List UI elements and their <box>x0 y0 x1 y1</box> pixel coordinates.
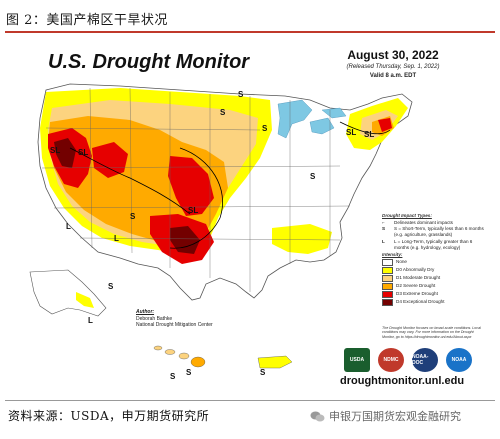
intensity-label: D1 Moderate Drought <box>396 275 441 281</box>
intensity-swatch <box>382 267 393 275</box>
impact-legend-symbol: S <box>382 226 386 232</box>
impact-legend-row: ⌐ Delineates dominant impacts <box>382 220 486 226</box>
source-note: 资料来源：USDA，申万期货研究所 <box>8 409 210 423</box>
intensity-label: D0 Abnormally Dry <box>396 267 435 273</box>
watermark-text: 申银万国期货宏观金融研究 <box>329 410 461 423</box>
impact-legend-text: L = Long-Term, typically greater than 6 … <box>394 238 473 250</box>
impact-type-label: S <box>260 368 266 377</box>
usda-logo: USDA <box>344 348 370 372</box>
intensity-legend-row: None <box>382 259 486 267</box>
impact-type-label: L <box>66 222 71 231</box>
impact-legend-row: L L = Long-Term, typically greater than 6… <box>382 239 486 250</box>
impact-type-label: SL <box>78 148 89 157</box>
impact-type-label: S <box>170 372 176 381</box>
intensity-label: D2 Severe Drought <box>396 283 436 289</box>
caption-divider <box>5 31 495 33</box>
map-valid-time: Valid 8 a.m. EDT <box>369 73 417 79</box>
impact-type-label: SL <box>50 146 61 155</box>
alaska-d0 <box>76 292 94 308</box>
intensity-swatch <box>382 283 393 291</box>
impact-type-label: SL <box>346 128 357 137</box>
agency-logos: USDA NDMC NOAA-DOC NOAA <box>344 348 472 372</box>
impact-legend-symbol: ⌐ <box>382 219 385 225</box>
d4-area-texas <box>170 226 200 254</box>
intensity-label: None <box>396 259 407 265</box>
intensity-legend-row: D1 Moderate Drought <box>382 275 486 283</box>
impact-type-label: SL <box>188 206 199 215</box>
impact-type-label: S <box>220 108 226 117</box>
intensity-legend-header: Intensity: <box>382 252 403 258</box>
map-legend: Drought Impact Types: ⌐ Delineates domina… <box>382 213 486 307</box>
d3-area-plains <box>168 156 214 216</box>
impact-type-label: S <box>108 282 114 291</box>
intensity-swatch <box>382 275 393 283</box>
impact-legend-text: Delineates dominant impacts <box>394 219 453 225</box>
impact-labels-layer: S S SL SL S SL L L S SL S SL S L S S S <box>10 38 490 395</box>
impact-type-label: L <box>88 316 93 325</box>
impact-legend-row: S S = Short-Term, typically less than 6 m… <box>382 226 486 237</box>
puerto-rico-inset <box>257 355 293 369</box>
noaa-doc-logo: NOAA-DOC <box>412 348 438 372</box>
map-author: Author: Deborah Bathke National Drought … <box>136 309 213 329</box>
map-released: (Released Thursday, Sep. 1, 2022) <box>346 64 440 70</box>
d4-area-california <box>54 138 76 168</box>
intensity-label: D4 Exceptional Drought <box>396 299 445 305</box>
author-name: Deborah Bathke <box>136 315 173 322</box>
watermark: 申银万国期货宏观金融研究 <box>310 408 461 424</box>
impact-legend-text: S = Short-Term, typically less than 6 mo… <box>394 226 484 238</box>
intensity-legend-row: D3 Extreme Drought <box>382 291 486 299</box>
map-url: droughtmonitor.unl.edu <box>340 375 465 387</box>
impact-type-label: L <box>114 234 119 243</box>
map-title: U.S. Drought Monitor <box>48 51 250 73</box>
impact-type-label: SL <box>364 130 375 139</box>
impact-type-label: S <box>238 90 244 99</box>
intensity-legend-row: D0 Abnormally Dry <box>382 267 486 275</box>
drought-map: U.S. Drought Monitor August 30, 2022 (Re… <box>10 38 490 395</box>
intensity-label: D3 Extreme Drought <box>396 291 438 297</box>
great-lakes <box>277 99 347 139</box>
map-note: The Drought Monitor focuses on broad-sca… <box>382 326 481 339</box>
d3-area-northeast <box>378 118 392 132</box>
impact-legend-symbol: L <box>382 238 385 244</box>
impact-legend-header: Drought Impact Types: <box>382 213 432 218</box>
d3-area-great-basin <box>92 142 128 178</box>
figure-caption: 图 2：美国产棉区干旱状况 <box>6 13 168 28</box>
bottom-divider <box>5 400 495 401</box>
intensity-swatch <box>382 299 393 307</box>
hawaii-inset <box>153 345 206 368</box>
impact-type-label: S <box>310 172 316 181</box>
intensity-legend-row: D4 Exceptional Drought <box>382 299 486 307</box>
intensity-legend-rows: None D0 Abnormally Dry D1 Moderate Drought… <box>382 259 486 307</box>
wechat-icon <box>310 411 325 421</box>
us-map-graphic <box>29 83 413 369</box>
impact-type-label: S <box>130 212 136 221</box>
d0-area-southeast <box>272 224 332 254</box>
noaa-logo: NOAA <box>446 348 472 372</box>
intensity-swatch <box>382 259 393 267</box>
author-label: Author: <box>136 309 155 315</box>
intensity-legend-row: D2 Severe Drought <box>382 283 486 291</box>
author-org: National Drought Mitigation Center <box>136 322 213 328</box>
map-date: August 30, 2022 <box>347 48 439 62</box>
intensity-swatch <box>382 291 393 299</box>
impact-type-label: S <box>186 368 192 377</box>
impact-type-label: S <box>262 124 268 133</box>
ndmc-logo: NDMC <box>378 348 404 372</box>
